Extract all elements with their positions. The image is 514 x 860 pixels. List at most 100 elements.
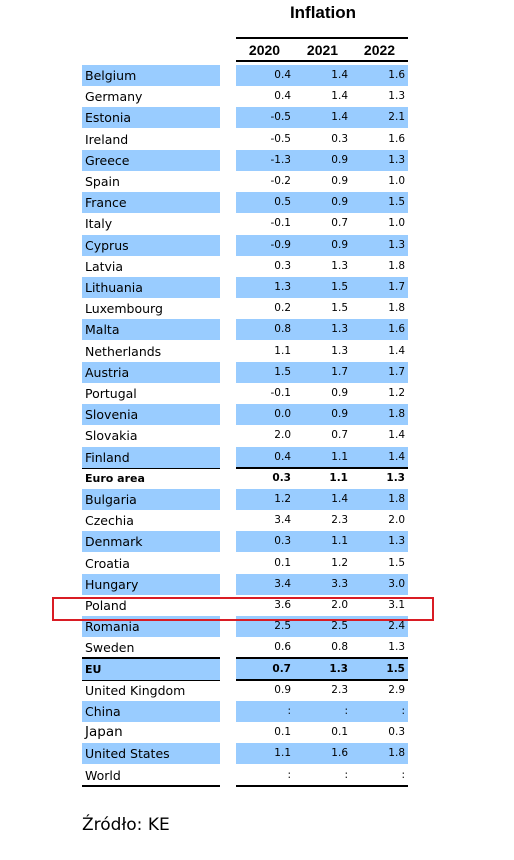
value-cell-2021: 0.7 (331, 217, 348, 230)
value-cell-2021: 1.5 (294, 277, 351, 298)
value-cell-2020: 0.7 (236, 658, 294, 680)
country-name: EU (82, 658, 220, 680)
value-cell-2020: 0.0 (236, 404, 294, 426)
country-name: Belgium (82, 65, 220, 86)
table-row: Bulgaria 1.2 1.4 1.8 (0, 489, 514, 510)
country-name: Ireland (85, 131, 129, 147)
table-row: Belgium 0.4 1.4 1.6 (0, 65, 514, 86)
country-name: Euro area (85, 471, 145, 485)
table-row: Latvia 0.3 1.3 1.8 (0, 256, 514, 277)
value-cell-2020: 1.1 (236, 743, 294, 765)
column-header-2022: 2022 (363, 42, 396, 58)
value-cell-2022: 1.0 (388, 217, 405, 230)
value-cell-2021: 0.9 (294, 192, 351, 214)
value-cell-2022: 3.1 (388, 599, 405, 611)
value-cell-2022: 2.0 (388, 514, 405, 527)
value-cell-2021: 1.3 (331, 344, 348, 357)
value-cell-2020: 1.1 (274, 344, 291, 357)
country-name: Malta (82, 319, 220, 341)
value-cell-2021: 1.3 (294, 658, 351, 680)
value-cell-2020: -0.9 (236, 234, 294, 256)
value-cell-2021: 1.5 (331, 302, 348, 315)
value-cell-2021: 0.3 (331, 132, 348, 145)
value-cell-2022: 1.2 (388, 387, 405, 399)
value-cell-2021: 1.4 (331, 90, 348, 103)
table-row: Romania 2.5 2.5 2.4 (0, 616, 514, 638)
value-cell-2021: 0.9 (331, 387, 348, 399)
value-cell-2022: : (401, 768, 405, 781)
value-cell-2020: 0.4 (274, 90, 291, 103)
value-cell-2021: : (344, 768, 348, 781)
table-row: Denmark 0.3 1.1 1.3 (0, 531, 514, 553)
value-cell-2022: 1.5 (351, 658, 408, 680)
country-name: Slovenia (82, 404, 220, 426)
country-name: United States (82, 743, 220, 765)
value-cell-2020: 0.1 (274, 556, 291, 569)
country-name: France (82, 192, 220, 214)
value-cell-2020: : (287, 768, 291, 781)
value-cell-2020: 1.2 (236, 489, 294, 510)
value-cell-2021: 2.5 (294, 616, 351, 638)
value-cell-2022: 1.4 (388, 429, 405, 442)
value-cell-2021: 1.1 (294, 446, 351, 468)
country-name: Czechia (85, 513, 134, 529)
table-row: Cyprus -0.9 0.9 1.3 (0, 234, 514, 256)
value-cell-2020: 0.4 (236, 65, 294, 86)
table-row: Euro area 0.3 1.1 1.3 (0, 468, 514, 489)
value-cell-2021: 1.2 (331, 556, 348, 569)
value-cell-2020: 2.0 (274, 429, 291, 442)
value-cell-2022: 1.0 (388, 175, 405, 187)
table-row: United Kingdom 0.9 2.3 2.9 (0, 680, 514, 701)
value-cell-2020: 0.6 (274, 641, 291, 654)
value-cell-2022: 1.6 (351, 319, 408, 341)
value-cell-2020: 0.9 (274, 683, 291, 696)
table-row: Austria 1.5 1.7 1.7 (0, 361, 514, 383)
country-name: Finland (82, 446, 220, 468)
country-name: Estonia (82, 107, 220, 129)
value-cell-2022: 1.8 (351, 404, 408, 426)
country-name: World (85, 767, 121, 783)
country-name: Romania (82, 616, 220, 638)
country-name: Italy (85, 216, 113, 232)
table-title: Inflation (289, 3, 357, 22)
value-cell-2021: 3.3 (294, 573, 351, 595)
country-name: Austria (82, 361, 220, 383)
value-cell-2020: -0.1 (270, 217, 292, 230)
country-name: Hungary (82, 573, 220, 595)
country-name: Greece (82, 149, 220, 171)
value-cell-2022: 1.8 (351, 489, 408, 510)
value-cell-2020: 0.4 (236, 446, 294, 468)
value-cell-2020: 0.8 (236, 319, 294, 341)
value-cell-2022: 2.1 (351, 107, 408, 129)
country-name: Spain (85, 174, 120, 189)
country-name: Cyprus (82, 234, 220, 256)
value-cell-2020: -0.5 (236, 107, 294, 129)
country-name: Bulgaria (82, 489, 220, 510)
country-name: Latvia (85, 258, 124, 274)
table-row: Portugal -0.1 0.9 1.2 (0, 383, 514, 404)
table-row: United States 1.1 1.6 1.8 (0, 743, 514, 765)
country-name: Poland (85, 598, 127, 613)
value-cell-2022: 1.8 (388, 302, 405, 315)
source-note: Źródło: KE (82, 815, 170, 835)
value-cell-2020: 2.5 (236, 616, 294, 638)
value-cell-2022: 1.3 (388, 90, 405, 103)
country-name: United Kingdom (85, 682, 186, 698)
value-cell-2022: 1.3 (386, 471, 405, 484)
value-cell-2022: 1.8 (351, 743, 408, 765)
table-row: Slovakia 2.0 0.7 1.4 (0, 425, 514, 446)
value-cell-2022: 1.7 (351, 277, 408, 298)
table-row: Lithuania 1.3 1.5 1.7 (0, 277, 514, 298)
value-cell-2022: 1.5 (351, 192, 408, 214)
table-row: Hungary 3.4 3.3 3.0 (0, 573, 514, 595)
value-cell-2021: 1.6 (294, 743, 351, 765)
country-name: Germany (85, 89, 143, 105)
table-row: Czechia 3.4 2.3 2.0 (0, 510, 514, 531)
table-row: Germany 0.4 1.4 1.3 (0, 86, 514, 107)
table-row: China::: (0, 701, 514, 722)
value-cell-2021: 0.9 (294, 234, 351, 256)
value-cell-2022: 1.4 (351, 446, 408, 468)
value-cell-2022: 1.8 (388, 259, 405, 272)
value-cell-2020: 3.6 (274, 599, 291, 611)
country-name: Netherlands (85, 343, 162, 359)
